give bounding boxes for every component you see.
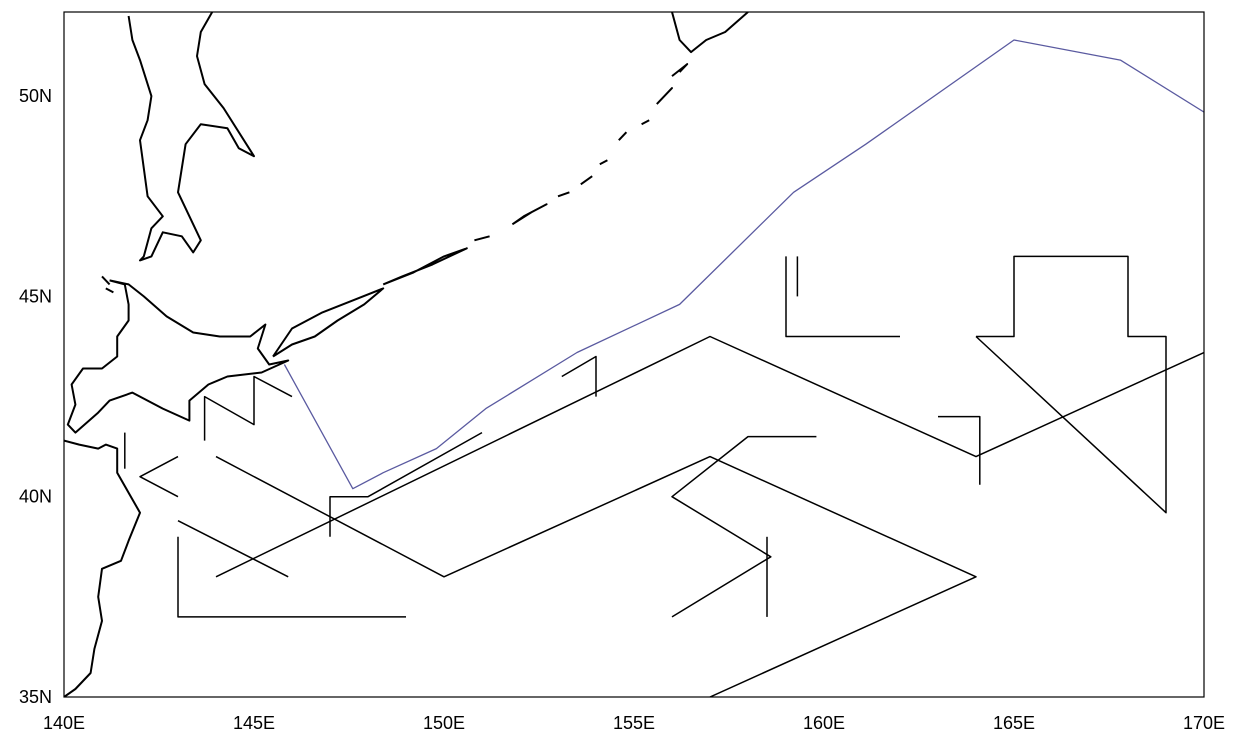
front-line-layer <box>283 39 1204 490</box>
track-line <box>139 455 179 498</box>
x-tick-label: 145E <box>233 713 275 733</box>
y-axis: 35N 40N 45N 50N <box>19 86 52 707</box>
y-tick-label: 35N <box>19 687 52 707</box>
coastline-kuril-island <box>641 119 650 126</box>
track-line <box>177 520 289 578</box>
track-line <box>938 415 981 485</box>
x-tick-label: 170E <box>1183 713 1225 733</box>
x-tick-label: 150E <box>423 713 465 733</box>
y-tick-label: 40N <box>19 487 52 507</box>
coastlines <box>64 12 749 697</box>
coastline-kamchatka <box>671 12 749 54</box>
x-tick-label: 160E <box>803 713 845 733</box>
coastline-sakhalin <box>127 12 255 262</box>
x-tick-label: 165E <box>993 713 1035 733</box>
track-line <box>215 455 977 697</box>
x-tick-label: 155E <box>613 713 655 733</box>
coastline-hokkaido <box>66 279 290 434</box>
track-line <box>215 335 1204 578</box>
coastline-kuril-island <box>272 287 385 358</box>
coastline-honshu <box>64 439 141 697</box>
x-tick-label: 140E <box>43 713 85 733</box>
coastline-kuril-island <box>599 159 608 166</box>
y-tick-label: 50N <box>19 86 52 106</box>
coastline-kuril-island <box>671 63 689 77</box>
front-line <box>283 39 1204 490</box>
x-axis: 140E 145E 150E 155E 160E 165E 170E <box>43 713 1225 733</box>
coastline-kuril-island <box>511 203 548 226</box>
coastline-kuril-island <box>557 191 570 198</box>
coastline-small-island <box>101 275 111 286</box>
y-tick-label: 45N <box>19 286 52 306</box>
coastline-kuril-island <box>618 131 628 141</box>
track-line <box>785 256 900 338</box>
map-frame <box>63 11 1205 698</box>
coastline-kuril-island <box>474 235 490 242</box>
tracks-layer <box>124 255 1204 697</box>
coastline-small-island <box>105 287 114 294</box>
coastline-kuril-island <box>580 175 593 186</box>
coastline-kuril-island <box>382 247 468 286</box>
track-line <box>671 435 817 618</box>
track-line <box>975 255 1167 514</box>
track-line <box>203 375 293 441</box>
track-line <box>561 355 597 397</box>
track-line <box>177 536 406 618</box>
track-line <box>329 431 483 537</box>
coastline-kuril-island <box>656 87 673 105</box>
